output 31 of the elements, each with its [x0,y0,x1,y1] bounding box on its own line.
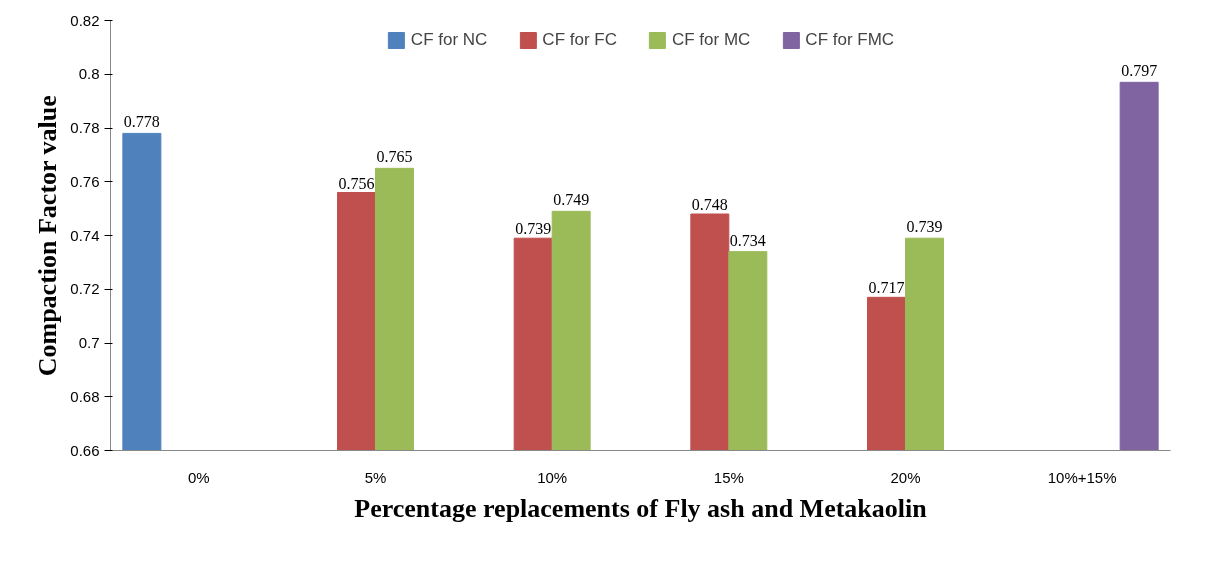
x-tick-label: 5% [364,468,387,486]
y-tick-label: 0.72 [70,280,100,298]
legend-label: CF for FC [542,30,617,50]
legend-label: CF for NC [410,30,488,50]
x-tick-label: 10% [537,468,568,486]
data-label: 0.734 [729,231,766,249]
x-tick-label: 0% [187,468,210,486]
x-tick-label: 15% [713,468,744,486]
data-label: 0.749 [553,191,590,209]
data-label: 0.748 [691,196,728,213]
y-tick-label: 0.78 [70,119,100,136]
data-label: 0.717 [868,279,905,297]
data-label: 0.778 [123,113,160,131]
x-axis-title: Percentage replacements of Fly ash and Metakaolin [354,493,928,523]
data-label: 0.765 [376,148,413,166]
y-tick-label: 0.82 [70,11,100,29]
y-tick-label: 0.7 [78,334,100,351]
data-label: 0.756 [338,174,375,192]
y-tick-label: 0.68 [70,387,100,405]
y-tick-label: 0.8 [78,65,100,83]
y-axis-title: Compaction Factor value [33,95,63,377]
data-label: 0.797 [1121,62,1158,80]
x-tick-label: 10%+15% [1047,468,1117,486]
x-tick-label: 20% [890,468,921,486]
y-tick-label: 0.66 [70,441,100,459]
legend-label: CF for FMC [805,30,895,50]
legend-label: CF for MC [671,30,751,50]
y-tick-label: 0.76 [70,172,100,190]
data-label: 0.739 [906,218,943,236]
y-tick-label: 0.74 [70,226,100,244]
data-label: 0.739 [515,220,552,238]
